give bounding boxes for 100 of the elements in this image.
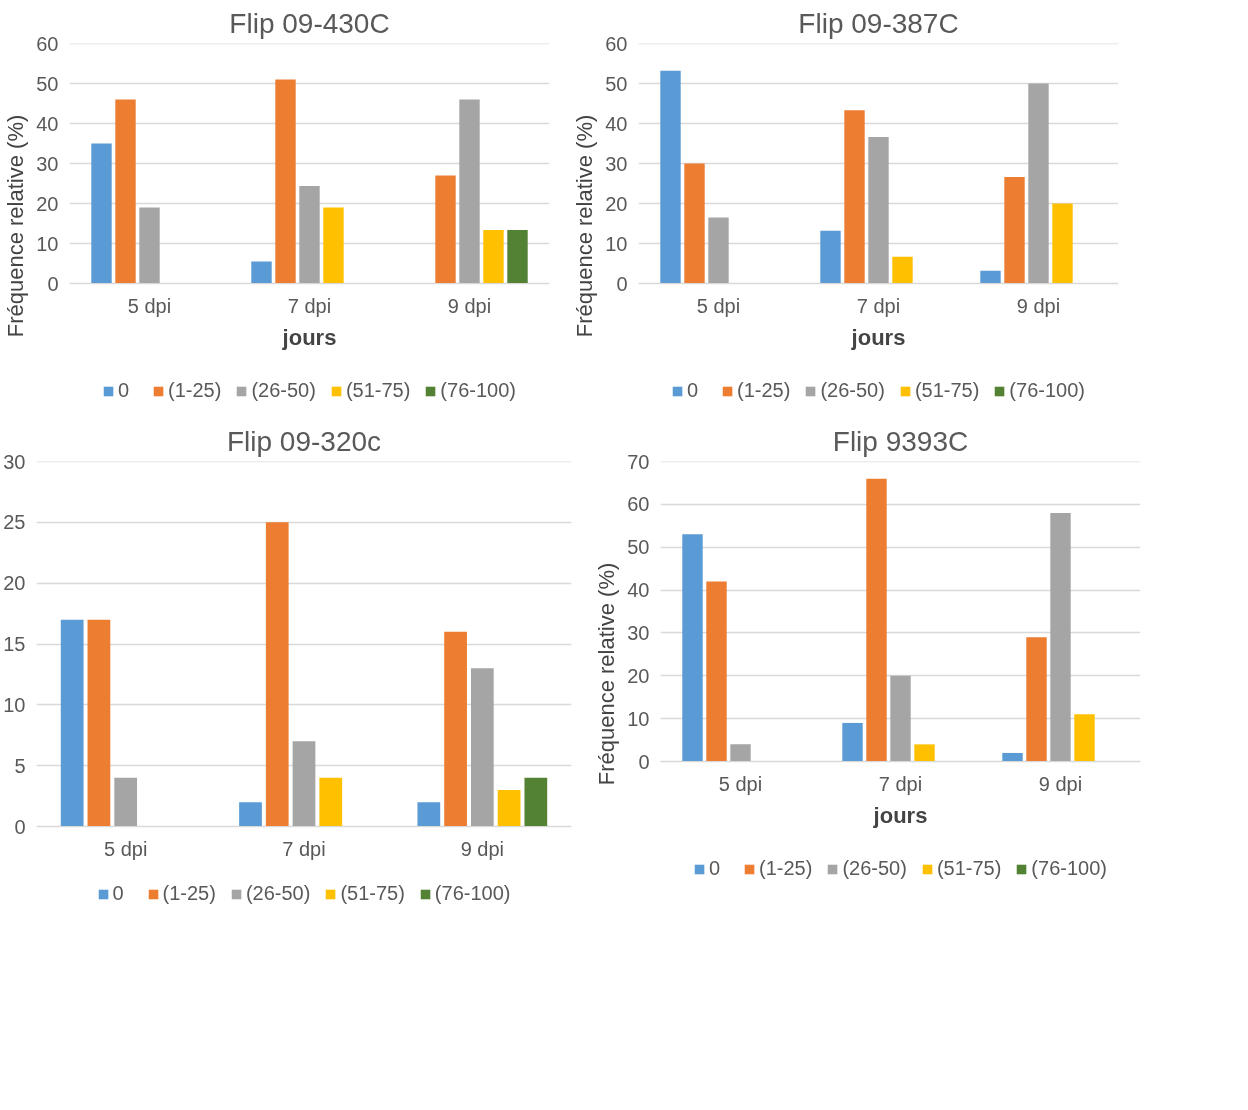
y-tick-label: 10 — [3, 693, 26, 716]
bar — [497, 790, 521, 827]
bar — [1028, 83, 1049, 284]
y-tick-label: 60 — [36, 32, 59, 55]
bar — [483, 229, 504, 284]
y-tick-label: 30 — [605, 152, 628, 175]
legend-label: (51-75) — [345, 379, 411, 402]
bar — [914, 744, 935, 762]
legend-label: (51-75) — [936, 857, 1002, 880]
y-tick-label: 20 — [627, 664, 650, 687]
x-tick-label: 5 dpi — [127, 294, 172, 317]
bar — [319, 777, 343, 827]
bar — [1050, 512, 1071, 762]
bar — [842, 722, 863, 762]
x-tick-label: 9 dpi — [447, 294, 492, 317]
x-tick-label: 9 dpi — [1016, 294, 1061, 317]
legend-label: 0 — [709, 857, 722, 880]
y-tick-label: 10 — [36, 232, 59, 255]
x-axis-title: jours — [281, 324, 337, 350]
y-tick-label: 10 — [605, 232, 628, 255]
bar — [868, 137, 889, 284]
legend-label: (76-100) — [1009, 379, 1085, 402]
bar — [1002, 752, 1023, 762]
y-tick-label: 0 — [638, 750, 650, 773]
bar — [265, 522, 289, 827]
y-tick-label: 0 — [14, 815, 26, 838]
bar — [87, 619, 111, 827]
y-tick-label: 40 — [36, 112, 59, 135]
bar — [1074, 714, 1095, 762]
y-tick-label: 70 — [627, 450, 650, 473]
bar — [239, 802, 262, 827]
chart-title: Flip 09-430C — [229, 7, 390, 39]
x-tick-label: 5 dpi — [696, 294, 741, 317]
bar — [323, 207, 344, 284]
bar — [459, 99, 480, 284]
legend-label: (26-50) — [251, 379, 316, 402]
legend-label: (51-75) — [340, 882, 405, 905]
bar — [417, 802, 441, 827]
bar — [507, 229, 528, 284]
y-axis-title: Fréquence relative (%) — [594, 562, 620, 786]
bar — [682, 534, 703, 762]
y-tick-label: 25 — [3, 511, 26, 534]
y-tick-label: 60 — [605, 32, 628, 55]
x-tick-label: 5 dpi — [718, 772, 763, 795]
y-tick-label: 5 — [14, 754, 26, 777]
x-tick-label: 9 dpi — [460, 837, 505, 860]
legend-label: 0 — [687, 379, 700, 402]
bar — [470, 668, 494, 827]
y-tick-label: 30 — [36, 152, 59, 175]
bar — [1052, 203, 1073, 284]
bar — [708, 217, 729, 284]
bar — [292, 741, 316, 827]
bar — [706, 581, 727, 762]
bar — [524, 777, 548, 827]
x-tick-label: 5 dpi — [103, 837, 148, 860]
bar — [91, 143, 112, 284]
x-axis-title: jours — [872, 802, 928, 828]
y-tick-label: 0 — [47, 272, 59, 295]
bar — [844, 110, 865, 284]
chart-title: Flip 9393C — [832, 425, 969, 457]
legend-label: (1-25) — [759, 857, 813, 880]
bar — [660, 70, 681, 284]
y-tick-label: 30 — [627, 621, 650, 644]
bar — [890, 675, 911, 762]
y-tick-label: 40 — [605, 112, 628, 135]
y-tick-label: 60 — [627, 493, 650, 516]
y-tick-label: 0 — [616, 272, 628, 295]
y-tick-label: 50 — [627, 536, 650, 559]
bar — [275, 79, 296, 284]
bar — [299, 185, 320, 284]
bar — [251, 261, 272, 284]
legend-label: (1-25) — [168, 379, 222, 402]
legend-label: (26-50) — [842, 857, 907, 880]
chart-title: Flip 09-320c — [226, 425, 382, 457]
bar — [730, 744, 751, 762]
bar — [1004, 177, 1025, 284]
legend-label: (1-25) — [737, 379, 791, 402]
bar — [1026, 637, 1047, 762]
bar — [114, 777, 138, 827]
legend-label: (26-50) — [245, 882, 311, 905]
bar — [115, 99, 136, 284]
y-tick-label: 20 — [605, 192, 628, 215]
bar — [139, 207, 160, 284]
y-tick-label: 15 — [3, 633, 26, 655]
x-tick-label: 7 dpi — [878, 772, 923, 795]
chart-title: Flip 09-387C — [798, 7, 959, 39]
bar — [60, 619, 84, 827]
legend-label: (51-75) — [914, 379, 980, 402]
y-axis-title: Fréquence relative (%) — [572, 114, 598, 338]
y-tick-label: 50 — [605, 72, 628, 95]
bar — [820, 230, 841, 284]
legend-label: 0 — [112, 882, 125, 905]
legend-label: (76-100) — [440, 379, 516, 402]
y-axis-title: Fréquence relative (%) — [3, 114, 29, 338]
bar — [435, 175, 456, 284]
x-axis-title: jours — [850, 324, 906, 350]
y-tick-label: 30 — [3, 450, 26, 473]
x-tick-label: 9 dpi — [1038, 772, 1083, 795]
x-tick-label: 7 dpi — [856, 294, 901, 317]
bar — [980, 270, 1001, 284]
